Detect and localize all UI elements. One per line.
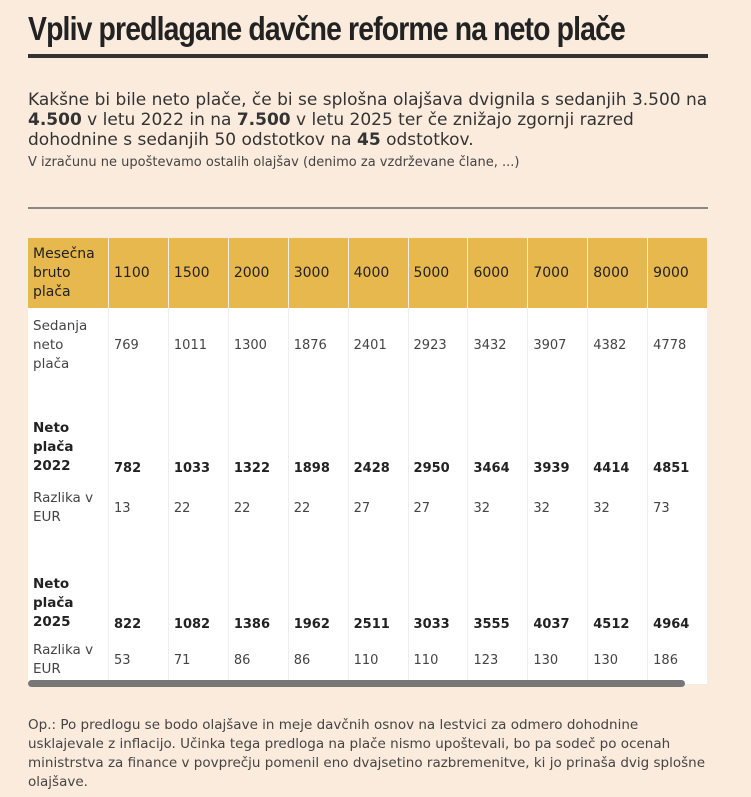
table-cell: 4851: [647, 382, 708, 480]
table-cell: 32: [587, 480, 649, 536]
table-cell: 4778: [647, 308, 708, 382]
row-label: Neto plača 2022: [28, 382, 109, 480]
table-cell: 782: [108, 382, 169, 480]
table-cell: 53: [108, 636, 169, 684]
header-cell: 4000: [348, 238, 409, 308]
header-cell: 3000: [288, 238, 349, 308]
salary-table-scroll-area[interactable]: Mesečna bruto plača 1100 1500 2000 3000 4000 5…: [28, 238, 708, 684]
table-cell: 22: [228, 480, 289, 536]
table-cell: 22: [168, 480, 229, 536]
row-label: Razlika v EUR: [28, 480, 109, 536]
header-cell: 7000: [527, 238, 589, 308]
header-cell: 8000: [587, 238, 649, 308]
intro-part: v letu 2025 ter če znižajo zgornji razre…: [28, 110, 634, 150]
table-cell: 2923: [408, 308, 469, 382]
table-cell: 86: [288, 636, 349, 684]
table-cell: 2401: [348, 308, 409, 382]
table-cell: 32: [467, 480, 529, 536]
table-cell: 1033: [168, 382, 229, 480]
horizontal-scrollbar[interactable]: [28, 680, 685, 687]
table-cell: 1011: [168, 308, 229, 382]
table-cell: 1082: [168, 536, 229, 636]
table-cell: 4414: [587, 382, 649, 480]
table-cell: 3939: [527, 382, 589, 480]
table-cell: 27: [408, 480, 469, 536]
header-cell: 1500: [168, 238, 229, 308]
intro-bold: 45: [357, 130, 381, 150]
intro-part: odstotkov.: [380, 130, 474, 150]
table-cell: 130: [587, 636, 649, 684]
table-cell: 1898: [288, 382, 349, 480]
page-title: Vpliv predlagane davčne reforme na neto …: [28, 10, 626, 47]
table-cell: 186: [647, 636, 708, 684]
footnote: Op.: Po predlogu se bodo olajšave in mej…: [28, 717, 705, 790]
intro-text: Kakšne bi bile neto plače, če bi se splo…: [28, 90, 718, 150]
row-label: Sedanja neto plača: [28, 308, 109, 382]
header-cell: 5000: [408, 238, 469, 308]
table-cell: 110: [408, 636, 469, 684]
table-cell: 4964: [647, 536, 708, 636]
table-cell: 1322: [228, 382, 289, 480]
table-cell: 3907: [527, 308, 589, 382]
table-cell: 1962: [288, 536, 349, 636]
table-cell: 110: [348, 636, 409, 684]
table-cell: 769: [108, 308, 169, 382]
header-cell: 1100: [108, 238, 169, 308]
divider: [28, 207, 708, 209]
table-row: Sedanja neto plača 769 1011 1300 1876 2401 292…: [28, 308, 708, 382]
salary-table: Mesečna bruto plača 1100 1500 2000 3000 4000 5…: [28, 238, 708, 684]
header-label: Mesečna bruto plača: [28, 238, 109, 308]
row-label: Razlika v EUR: [28, 636, 109, 684]
table-cell: 4037: [527, 536, 589, 636]
table-cell: 13: [108, 480, 169, 536]
table-cell: 2511: [348, 536, 409, 636]
intro-bold: 4.500: [28, 110, 82, 130]
header-cell: 6000: [467, 238, 529, 308]
table-cell: 86: [228, 636, 289, 684]
table-cell: 32: [527, 480, 589, 536]
calc-note: V izračunu ne upoštevamo ostalih olajšav…: [28, 155, 520, 170]
table-row: Neto plača 2025 822 1082 1386 1962 2511 3033 35…: [28, 536, 708, 636]
table-cell: 3555: [467, 536, 529, 636]
table-row: Razlika v EUR537186861101101231301301862…: [28, 636, 708, 684]
table-cell: 71: [168, 636, 229, 684]
table-cell: 130: [527, 636, 589, 684]
row-label: Neto plača 2025: [28, 536, 109, 636]
title-rule: [28, 54, 708, 58]
intro-bold: 7.500: [236, 110, 291, 130]
intro-part: Kakšne bi bile neto plače, če bi se splo…: [28, 90, 708, 110]
table-cell: 123: [467, 636, 529, 684]
header-cell: 2000: [228, 238, 289, 308]
table-cell: 3464: [467, 382, 529, 480]
table-cell: 1386: [228, 536, 289, 636]
table-cell: 22: [288, 480, 349, 536]
table-cell: 4382: [587, 308, 649, 382]
table-cell: 2428: [348, 382, 409, 480]
table-cell: 1876: [288, 308, 349, 382]
table-row: Razlika v EUR13222222272732323273112: [28, 480, 708, 536]
header-cell: 9000: [647, 238, 708, 308]
table-cell: 3432: [467, 308, 529, 382]
table-cell: 1300: [228, 308, 289, 382]
table-cell: 73: [647, 480, 708, 536]
intro-part: v letu 2022 in na: [81, 110, 237, 130]
table-cell: 4512: [587, 536, 649, 636]
table-cell: 3033: [408, 536, 469, 636]
table-cell: 27: [348, 480, 409, 536]
table-row: Neto plača 2022 782 1033 1322 1898 2428 2950 34…: [28, 382, 708, 480]
table-cell: 2950: [408, 382, 469, 480]
table-cell: 822: [108, 536, 169, 636]
